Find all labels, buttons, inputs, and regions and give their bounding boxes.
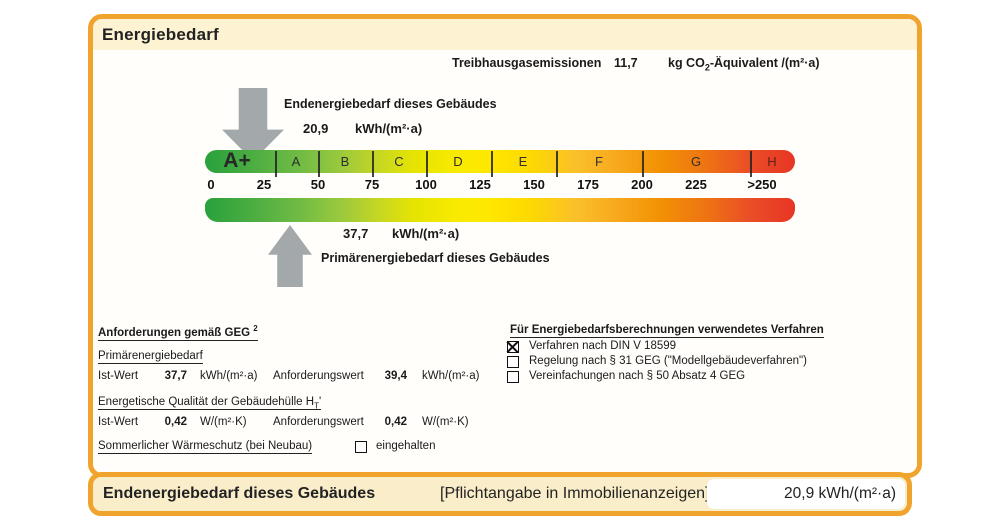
procedure-item-label: Verfahren nach DIN V 18599	[529, 340, 677, 352]
anforderungswert-value: 39,4	[384, 370, 407, 382]
efficiency-scale-gradient-strip	[205, 198, 795, 222]
ist-wert-label: Ist-Wert	[98, 416, 139, 428]
procedure-checkbox-din-v-18599[interactable]	[507, 341, 519, 353]
efficiency-scale-class-strip	[205, 150, 795, 173]
anforderungswert-value: 0,42	[384, 416, 407, 428]
scale-tick: 125	[469, 177, 491, 192]
class-divider	[372, 151, 374, 177]
emissions-value: 11,7	[614, 56, 638, 70]
scale-tick: 25	[256, 177, 272, 192]
class-divider	[275, 151, 277, 177]
scale-tick: 0	[207, 177, 215, 192]
primary-energy-unit: kWh/(m²·a)	[392, 226, 460, 241]
class-letter-a: A	[291, 154, 301, 169]
procedure-checkbox-vereinfachungen[interactable]	[507, 371, 519, 383]
scale-tick: 200	[631, 177, 653, 192]
footer-value: 20,9 kWh/(m²·a)	[784, 485, 896, 502]
panel-title-strip: Energiebedarf	[93, 19, 917, 50]
procedure-item-label: Regelung nach § 31 GEG ("Modellgebäudeve…	[529, 355, 807, 367]
primary-energy-section-title: Primärenergiebedarf	[98, 350, 203, 364]
procedure-item-label: Vereinfachungen nach § 50 Absatz 4 GEG	[529, 370, 746, 382]
energiebedarf-panel: Energiebedarf	[88, 14, 922, 478]
ist-wert-value: 37,7	[164, 370, 187, 382]
ist-wert-label: Ist-Wert	[98, 370, 139, 382]
class-divider	[556, 151, 558, 177]
procedure-checkbox-modellgebaeudeverfahren[interactable]	[507, 356, 519, 368]
footer-label: Endenergiebedarf dieses Gebäudes	[103, 485, 376, 502]
class-divider	[750, 151, 752, 177]
class-letter-b: B	[340, 154, 350, 169]
class-letter-f: F	[595, 154, 603, 169]
page-title: Energiebedarf	[102, 25, 219, 44]
scale-tick: 75	[364, 177, 380, 192]
class-letter-d: D	[453, 154, 463, 169]
eingehalten-label: eingehalten	[376, 440, 436, 452]
anforderungswert-unit: W/(m²·K)	[422, 416, 469, 428]
scale-tick: >250	[747, 177, 777, 192]
anforderungswert-label: Anforderungswert	[273, 416, 364, 428]
primary-energy-label: Primärenergiebedarf dieses Gebäudes	[321, 251, 550, 265]
class-divider	[491, 151, 493, 177]
anforderungswert-unit: kWh/(m²·a)	[422, 370, 480, 382]
scale-tick: 225	[685, 177, 707, 192]
scale-tick: 50	[310, 177, 326, 192]
emissions-unit: kg CO2-Äquivalent /(m²·a)	[668, 56, 820, 73]
class-letter-c: C	[394, 154, 404, 169]
ist-wert-value: 0,42	[164, 416, 187, 428]
ist-wert-unit: kWh/(m²·a)	[200, 370, 258, 382]
emissions-label: Treibhausgasemissionen	[452, 56, 602, 70]
summer-heat-protection-label: Sommerlicher Wärmeschutz (bei Neubau)	[98, 440, 313, 454]
primary-energy-value: 37,7	[343, 226, 369, 241]
efficiency-scale: A+ A B C D E F G H 0 25 50 75 100 125 15…	[205, 149, 795, 222]
end-energy-footer-bar: Endenergiebedarf dieses Gebäudes [Pflich…	[88, 472, 912, 516]
footer-value-box: 20,9 kWh/(m²·a)	[707, 479, 905, 509]
scale-tick: 150	[523, 177, 545, 192]
class-divider	[642, 151, 644, 177]
class-letter-a-plus: A+	[223, 149, 251, 172]
scale-tick: 100	[415, 177, 437, 192]
end-energy-label: Endenergiebedarf dieses Gebäudes	[284, 97, 497, 111]
class-letter-g: G	[690, 154, 702, 169]
envelope-quality-section-title: Energetische Qualität der Gebäudehülle H…	[98, 396, 322, 411]
class-divider	[318, 151, 320, 177]
eingehalten-checkbox[interactable]	[355, 441, 367, 453]
anforderungswert-label: Anforderungswert	[273, 370, 364, 382]
end-energy-unit: kWh/(m²·a)	[355, 121, 423, 136]
class-letter-e: E	[518, 154, 528, 169]
footer-mandatory-note: [Pflichtangabe in Immobilienanzeigen]	[440, 485, 710, 502]
procedure-heading: Für Energiebedarfsberechnungen verwendet…	[510, 324, 824, 338]
requirements-heading: Anforderungen gemäß GEG 2	[98, 324, 258, 341]
class-letter-h: H	[767, 154, 777, 169]
ist-wert-unit: W/(m²·K)	[200, 416, 247, 428]
class-divider	[426, 151, 428, 177]
scale-tick: 175	[577, 177, 599, 192]
end-energy-value: 20,9	[303, 121, 329, 136]
